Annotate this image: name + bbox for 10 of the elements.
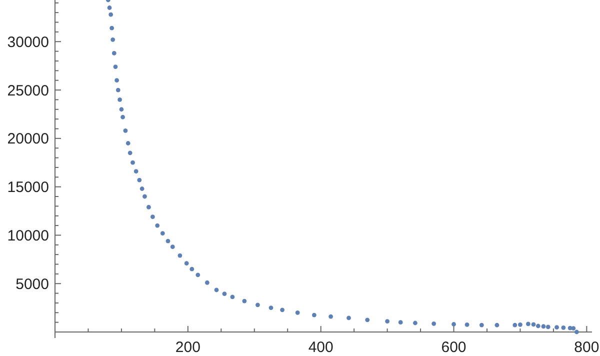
y-tick-label: 25000 (7, 82, 49, 100)
y-tick-label: 20000 (7, 130, 49, 148)
x-tick-label: 400 (308, 339, 334, 356)
y-tick-label: 5000 (16, 276, 49, 293)
x-tick-label: 800 (574, 339, 600, 356)
y-tick-label: 10000 (7, 227, 49, 244)
y-tick-label: 30000 (7, 34, 49, 51)
x-tick-label: 200 (175, 339, 200, 356)
y-tick-label: 15000 (7, 179, 49, 196)
x-tick-label: 600 (441, 339, 466, 356)
